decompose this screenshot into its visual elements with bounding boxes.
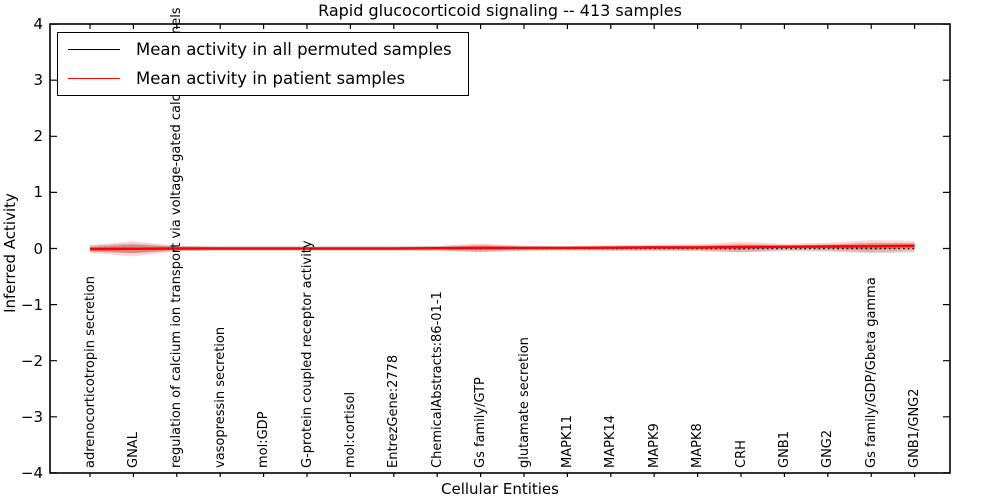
legend: Mean activity in all permuted samples Me… bbox=[57, 32, 469, 96]
legend-label-patient: Mean activity in patient samples bbox=[136, 69, 406, 88]
x-tick-label: mol:cortisol bbox=[342, 391, 358, 468]
y-tick-label: −2 bbox=[20, 351, 43, 370]
patient-line-sample-icon bbox=[68, 78, 120, 79]
y-tick-label: 0 bbox=[33, 239, 43, 258]
x-tick-label: CRH bbox=[733, 440, 749, 468]
x-tick-label: GNG2 bbox=[820, 429, 836, 468]
x-tick-label: GNB1 bbox=[776, 431, 792, 468]
legend-entry-permuted: Mean activity in all permuted samples bbox=[66, 35, 458, 64]
patient-mean-line bbox=[89, 244, 915, 251]
x-tick-label: adrenocorticotropin secretion bbox=[82, 276, 98, 468]
axis-ticks bbox=[50, 23, 950, 477]
x-tick-label: glutamate secretion bbox=[516, 337, 532, 468]
y-tick-label: −1 bbox=[20, 295, 43, 314]
y-axis-label: Inferred Activity bbox=[1, 193, 19, 313]
x-tick-label: GNB1/GNG2 bbox=[907, 388, 923, 468]
x-tick-label: MAPK9 bbox=[646, 423, 662, 468]
x-tick-label: Gs family/GTP bbox=[473, 377, 489, 468]
chart-title: Rapid glucocorticoid signaling -- 413 sa… bbox=[318, 1, 682, 20]
x-tick-label: Gs family/GDP/Gbeta gamma bbox=[863, 277, 879, 468]
x-tick-label: MAPK14 bbox=[603, 414, 619, 468]
y-tick-label: −4 bbox=[20, 463, 43, 482]
x-tick-label: mol:GDP bbox=[256, 411, 272, 468]
permuted-line-sample-icon bbox=[68, 49, 120, 50]
x-tick-label: vasopressin secretion bbox=[212, 326, 228, 468]
legend-label-permuted: Mean activity in all permuted samples bbox=[136, 40, 452, 59]
y-tick-label: 3 bbox=[33, 71, 43, 90]
x-tick-label: G-protein coupled receptor activity bbox=[299, 240, 315, 468]
x-tick-label: GNAL bbox=[125, 432, 141, 468]
y-tick-label: 2 bbox=[33, 127, 43, 146]
x-tick-label: ChemicalAbstracts:86-01-1 bbox=[429, 291, 445, 468]
x-tick-label: MAPK8 bbox=[690, 423, 706, 468]
legend-entry-patient: Mean activity in patient samples bbox=[66, 64, 458, 93]
y-tick-label: 4 bbox=[33, 15, 43, 34]
y-tick-label: −3 bbox=[20, 407, 43, 426]
y-tick-label: 1 bbox=[33, 183, 43, 202]
x-axis-label: Cellular Entities bbox=[441, 480, 559, 498]
x-tick-label: EntrezGene:2778 bbox=[386, 354, 402, 468]
x-tick-label: MAPK11 bbox=[559, 414, 575, 468]
